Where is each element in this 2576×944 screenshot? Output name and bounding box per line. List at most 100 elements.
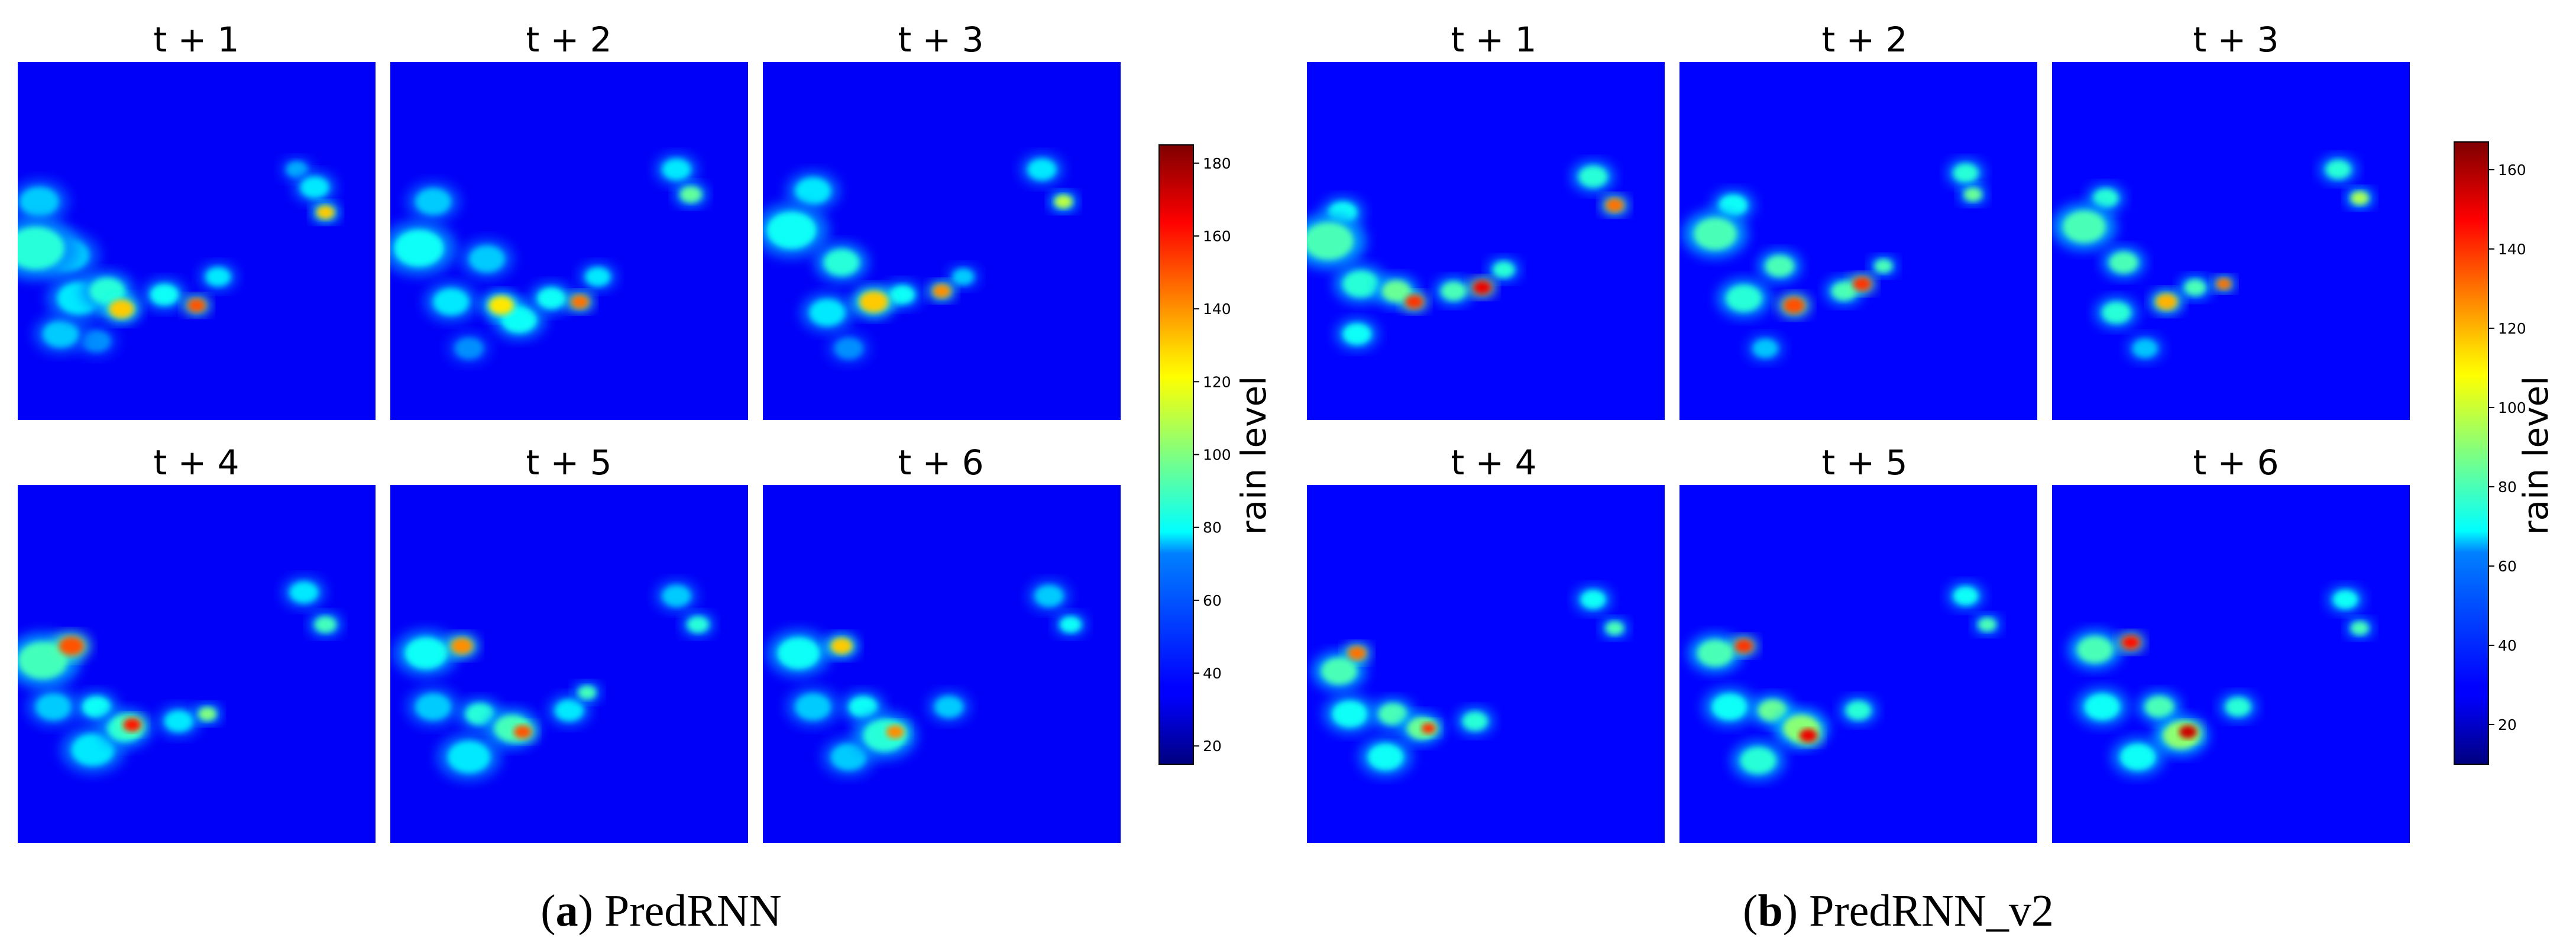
colorbar-b-label: rain level xyxy=(2516,376,2556,535)
rain-cell xyxy=(2121,635,2140,649)
panel-title-b-6: t + 6 xyxy=(2193,442,2279,483)
rain-cell xyxy=(1342,323,1371,345)
rain-cell xyxy=(1606,198,1624,212)
rain-cell xyxy=(59,636,84,656)
panel-title-a-6: t + 6 xyxy=(898,442,983,483)
panel-title-a-4: t + 4 xyxy=(153,442,239,483)
rain-cell xyxy=(71,733,115,766)
colorbar-a-ticks: 20 40 60 80 100 120 140 160 180 xyxy=(1193,155,1231,755)
rain-cell xyxy=(1953,163,1979,183)
rain-cell xyxy=(1783,297,1805,314)
rain-cell xyxy=(1953,586,1979,606)
rain-cell xyxy=(415,693,451,720)
rain-cell xyxy=(1853,277,1871,291)
rain-cells-b-6 xyxy=(2068,586,2373,777)
rain-cells-a-3 xyxy=(763,153,1077,364)
rain-cell xyxy=(2332,590,2358,609)
rain-cell xyxy=(2351,621,2369,635)
rain-cells-a-1 xyxy=(18,157,339,357)
rain-cell xyxy=(1978,618,1996,632)
rain-cell xyxy=(433,288,470,316)
heatmap-background-b-3 xyxy=(2052,62,2410,420)
colorbar-tick-label: 100 xyxy=(1203,447,1231,464)
rain-cell xyxy=(1606,621,1624,635)
rain-cell xyxy=(451,638,473,654)
rain-cell xyxy=(1493,261,1514,278)
rain-cell xyxy=(1367,743,1404,771)
colorbar-tick-label: 120 xyxy=(2498,320,2526,337)
rain-cell xyxy=(415,188,451,215)
chart-predrnn-v2: t + 1 t + 2 t + 3 t + 4 t + 5 t + 6 20 40… xyxy=(1307,20,2556,936)
rain-cell xyxy=(662,585,691,607)
rain-cells-b-2 xyxy=(1683,159,1986,363)
rain-cell xyxy=(823,249,860,276)
heatmap-panel-b-1 xyxy=(1307,62,1665,420)
colorbar-tick-label: 140 xyxy=(2498,241,2526,258)
caption-a-text: PredRNN xyxy=(604,886,782,936)
rain-cell xyxy=(1378,703,1407,725)
rain-cell xyxy=(404,637,448,670)
rain-cells-b-5 xyxy=(1688,582,2001,781)
caption-b: (b) PredRNN_v2 xyxy=(1743,886,2054,936)
rain-cell xyxy=(2084,693,2120,720)
rain-cell xyxy=(82,330,111,353)
rain-cell xyxy=(795,177,831,205)
panel-title-b-5: t + 5 xyxy=(1821,442,1907,483)
rain-cells-b-1 xyxy=(1307,160,1628,350)
heatmap-panel-b-4 xyxy=(1307,485,1665,843)
rain-cell xyxy=(537,287,566,309)
rain-cell xyxy=(2325,160,2351,179)
rain-cell xyxy=(2093,189,2118,208)
colorbar-tick-label: 80 xyxy=(2498,479,2517,496)
caption-b-letter: b xyxy=(1758,886,1782,936)
heatmap-panel-b-5 xyxy=(1679,485,2037,843)
rain-cell xyxy=(1462,712,1488,731)
heatmap-background-b-4 xyxy=(1307,485,1665,843)
rain-cell xyxy=(20,186,59,216)
rain-cell xyxy=(1054,195,1073,209)
heatmap-panel-a-5 xyxy=(390,485,748,843)
panel-title-a-2: t + 2 xyxy=(526,20,611,60)
rain-cell xyxy=(834,337,863,360)
rain-cell xyxy=(488,296,514,315)
colorbar-tick-label: 60 xyxy=(1203,592,1222,609)
rain-cell xyxy=(2184,279,2206,296)
heatmap-panel-a-1 xyxy=(18,62,376,420)
rain-cell xyxy=(2216,279,2231,290)
rain-cell xyxy=(82,696,111,718)
rain-cell xyxy=(1578,166,1608,187)
heatmap-panel-a-3 xyxy=(763,62,1121,420)
rain-cell xyxy=(934,696,963,718)
rain-cells-a-4 xyxy=(18,576,342,774)
colorbar-tick-label: 40 xyxy=(1203,665,1222,682)
rain-cell xyxy=(849,696,878,718)
rain-cell xyxy=(1765,255,1794,277)
rain-cell xyxy=(1799,729,1817,742)
rain-cell xyxy=(859,291,888,313)
rain-cell xyxy=(1711,693,1747,720)
rain-cell xyxy=(571,295,589,309)
rain-cell xyxy=(886,725,904,739)
chart-predrnn: t + 1 t + 2 t + 3 t + 4 t + 5 t + 6 20 40… xyxy=(18,20,1274,936)
rain-cell xyxy=(315,616,336,633)
rain-cell xyxy=(578,686,596,700)
caption-a-letter: a xyxy=(556,886,578,936)
heatmap-panel-a-2 xyxy=(390,62,748,420)
rain-cell xyxy=(1753,339,1778,358)
rain-cell xyxy=(35,693,72,720)
rain-cell xyxy=(2145,696,2174,718)
colorbar-tick-label: 180 xyxy=(1203,155,1231,172)
colorbar-tick-label: 20 xyxy=(1203,738,1222,755)
rain-cell xyxy=(933,284,951,298)
rain-cell xyxy=(1734,639,1753,653)
colorbar-tick-label: 40 xyxy=(2498,637,2517,654)
rain-cell xyxy=(585,267,611,286)
colorbar-tick-label: 60 xyxy=(2498,558,2517,575)
rain-cell xyxy=(1321,657,1357,685)
colorbar-tick-label: 80 xyxy=(1203,519,1222,536)
rain-cell xyxy=(1405,295,1423,309)
rain-cell xyxy=(1473,280,1491,295)
rain-cell xyxy=(469,245,505,273)
colorbar-b: 20 40 60 80 100 120 140 160 rain level xyxy=(2454,141,2556,765)
